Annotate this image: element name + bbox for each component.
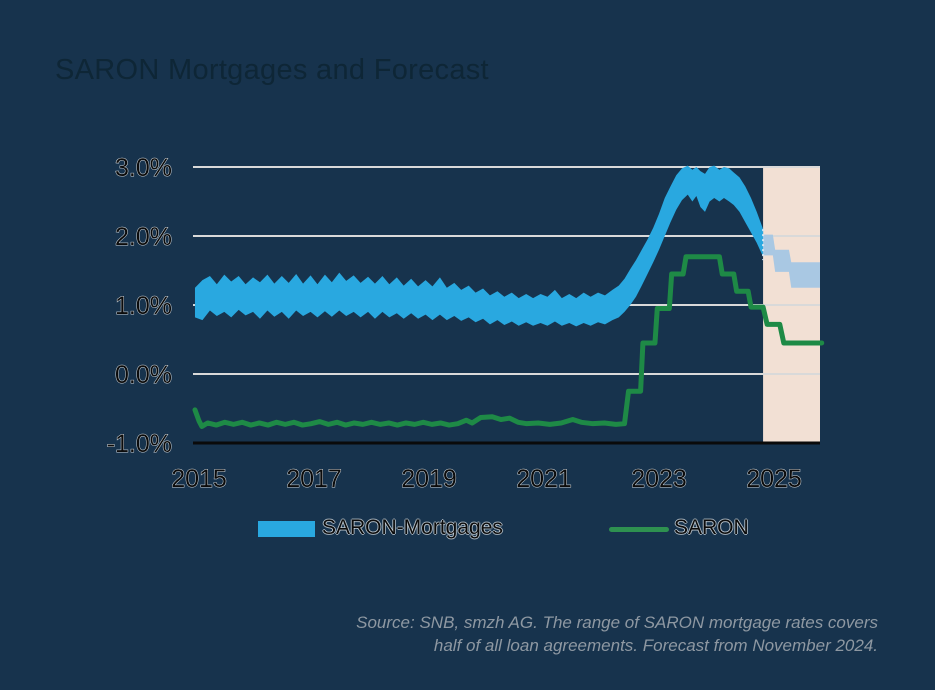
y-tick-label: 3.0% xyxy=(115,154,172,182)
source-note: Source: SNB, smzh AG. The range of SARON… xyxy=(356,611,878,657)
x-tick-label: 2015 xyxy=(171,465,227,493)
y-tick-label: 2.0% xyxy=(115,223,172,251)
y-tick-label: 0.0% xyxy=(115,361,172,389)
x-tick-label: 2019 xyxy=(401,465,457,493)
x-tick-label: 2023 xyxy=(631,465,687,493)
x-tick-label: 2025 xyxy=(746,465,802,493)
x-tick-label: 2017 xyxy=(286,465,342,493)
y-tick-label: 1.0% xyxy=(115,292,172,320)
saron-mortgages-band-swatch xyxy=(258,521,315,537)
mortgage-band xyxy=(194,165,764,327)
saron-mortgages-legend-label: SARON-Mortgages xyxy=(322,516,503,539)
chart-title: SARON Mortgages and Forecast xyxy=(55,54,489,86)
saron-line-swatch xyxy=(609,527,669,532)
x-tick-label: 2021 xyxy=(516,465,572,493)
source-note-line1: Source: SNB, smzh AG. The range of SARON… xyxy=(356,613,878,632)
mortgage-band-forecast xyxy=(763,234,820,288)
saron-line xyxy=(192,254,825,429)
source-note-line2: half of all loan agreements. Forecast fr… xyxy=(433,636,878,655)
saron-legend-label: SARON xyxy=(674,516,749,539)
y-tick-label: -1.0% xyxy=(107,430,172,458)
